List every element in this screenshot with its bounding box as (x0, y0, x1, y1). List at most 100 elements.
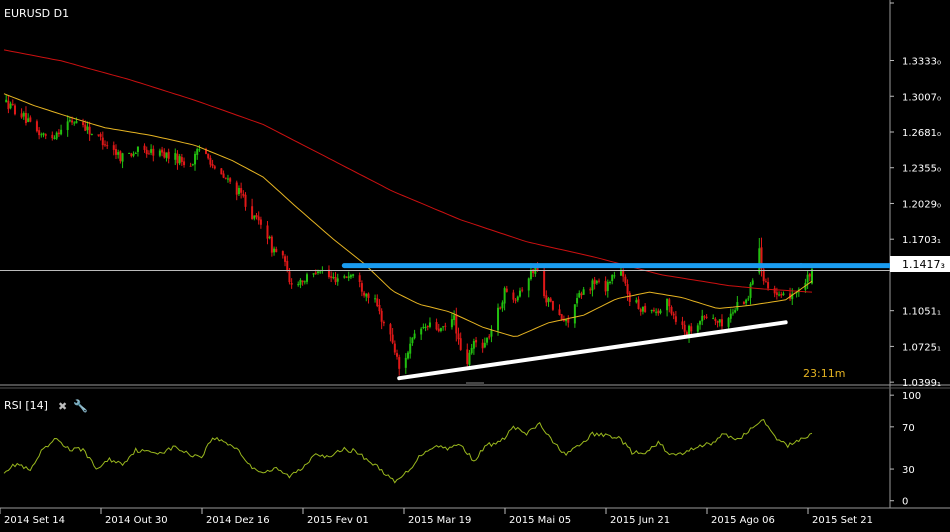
candle-body (380, 310, 383, 322)
candle-body (389, 324, 392, 335)
rsi-tick-label: 30 (902, 465, 915, 476)
candle-body (268, 237, 271, 239)
scroll-handle[interactable] (466, 382, 484, 385)
candle-body (657, 310, 660, 314)
candle-body (435, 322, 438, 330)
candle-body (398, 357, 401, 369)
candle-body (128, 152, 131, 154)
candle-body (604, 280, 607, 292)
candle-body (9, 103, 12, 109)
candle-body (619, 271, 622, 276)
candle-body (101, 137, 104, 146)
rsi-line (3, 419, 813, 484)
candle-body (7, 100, 10, 110)
candle-body (472, 341, 475, 349)
time-tick-label: 2015 Set 21 (812, 515, 873, 526)
moving-average-long (3, 49, 813, 293)
candle-body (194, 153, 197, 165)
candle-body (376, 298, 379, 307)
rsi-tick-label: 70 (902, 423, 915, 434)
close-icon[interactable]: ✖ (58, 400, 67, 413)
candle-body (481, 342, 484, 349)
candle-body (288, 271, 291, 283)
candle-body (455, 314, 458, 334)
candle-body (422, 326, 425, 328)
candle-body (670, 306, 673, 314)
candle-body (499, 307, 502, 309)
price-tick-label: 1.2681₀ (902, 128, 941, 139)
candle-body (147, 153, 150, 155)
candle-body (486, 337, 489, 343)
candle-body (29, 117, 32, 122)
candle-body (284, 256, 287, 262)
trendline-support[interactable] (397, 320, 788, 381)
candle-body (13, 105, 16, 115)
candle-body (437, 328, 440, 332)
candle-body (343, 276, 346, 278)
candle-body (106, 145, 109, 147)
candle-body (229, 178, 232, 182)
candle-body (409, 343, 412, 354)
candle-body (334, 276, 337, 283)
candle-body (714, 318, 717, 322)
candle-body (576, 298, 579, 304)
candle-body (488, 336, 491, 338)
candle-body (551, 301, 554, 310)
time-tick-label: 2015 Fev 01 (307, 515, 369, 526)
candle-body (75, 121, 78, 124)
candle-body (762, 269, 765, 282)
candle-body (780, 294, 783, 296)
candle-body (609, 282, 611, 284)
candle-body (259, 219, 262, 225)
candle-body (327, 269, 330, 278)
candle-body (778, 294, 781, 296)
candle-body (729, 313, 732, 319)
candle-body (161, 149, 164, 153)
candle-body (580, 293, 583, 296)
candle-body (701, 315, 704, 322)
candle-body (57, 132, 60, 135)
candle-body (237, 187, 240, 195)
candle-body (273, 248, 276, 253)
chart-title: EURUSD D1 (4, 7, 69, 20)
candle-body (404, 357, 407, 368)
candle-body (716, 321, 719, 323)
candle-body (674, 316, 677, 322)
candle-body (760, 247, 763, 269)
candle-body (545, 295, 548, 303)
candle-body (637, 299, 640, 309)
candle-body (683, 324, 686, 332)
candle-body (751, 280, 754, 285)
candle-body (622, 270, 625, 277)
candle-body (466, 349, 469, 364)
candle-body (578, 292, 581, 298)
candle-body (167, 151, 170, 159)
candle-body (224, 177, 227, 179)
candle-body (532, 269, 535, 274)
candle-body (450, 319, 453, 328)
candle-body (644, 305, 647, 312)
candle-body (358, 275, 361, 282)
candle-body (606, 281, 609, 292)
candle-body (255, 215, 258, 218)
candle-body (475, 340, 478, 343)
candle-body (117, 152, 120, 155)
candle-body (806, 274, 809, 283)
candle-body (205, 148, 207, 154)
candle-body (60, 129, 63, 135)
time-tick-label: 2015 Ago 06 (711, 515, 775, 526)
time-tick-label: 2015 Mai 05 (509, 515, 571, 526)
candle-body (73, 122, 76, 124)
candle-body (145, 149, 148, 155)
candle-body (176, 153, 179, 164)
candle-body (442, 326, 445, 328)
wrench-icon[interactable]: 🔧 (73, 398, 88, 413)
candle-body (220, 168, 223, 175)
candle-body (316, 271, 319, 273)
candle-body (121, 153, 124, 162)
candle-body (413, 333, 416, 339)
candle-body (655, 311, 658, 313)
candle-body (244, 194, 247, 207)
